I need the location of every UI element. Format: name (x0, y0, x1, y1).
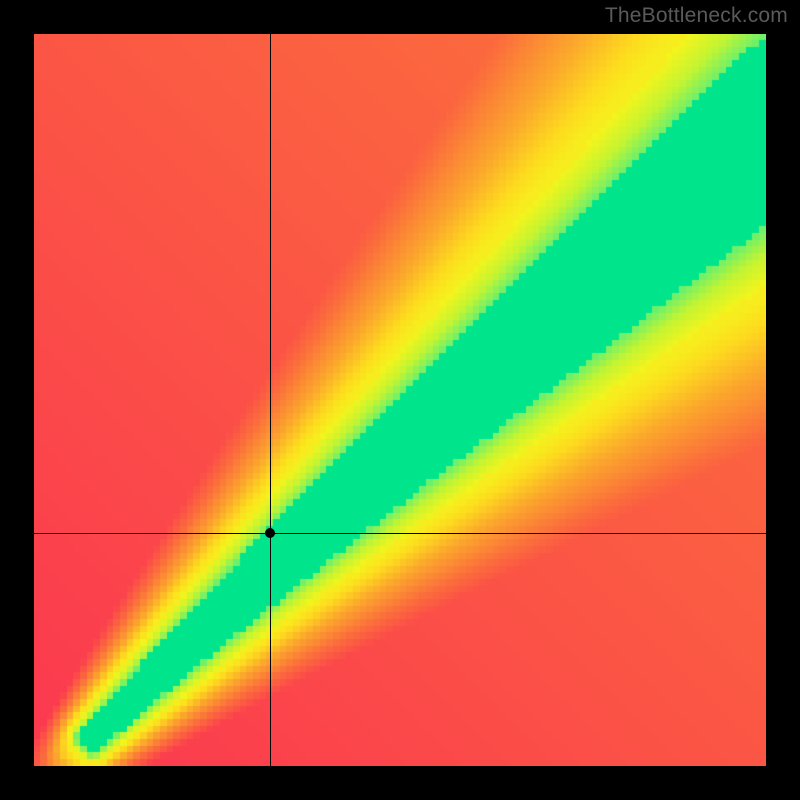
bottleneck-heatmap (34, 34, 766, 766)
crosshair-marker-dot (265, 528, 275, 538)
crosshair-vertical (270, 34, 271, 766)
chart-container: { "watermark": { "text": "TheBottleneck.… (0, 0, 800, 800)
crosshair-horizontal (34, 533, 766, 534)
watermark-text: TheBottleneck.com (605, 4, 788, 28)
